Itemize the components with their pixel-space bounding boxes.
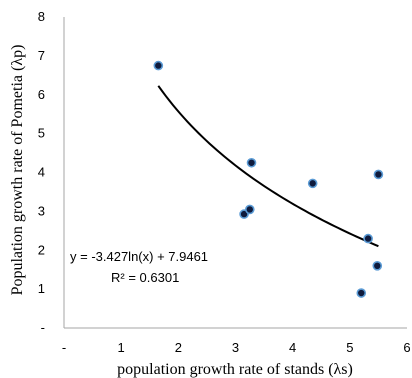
data-point bbox=[372, 260, 383, 271]
y-tick-label: 1 bbox=[38, 281, 45, 296]
x-tick-label: - bbox=[62, 340, 66, 355]
y-tick-label: 7 bbox=[38, 48, 45, 63]
x-tick-label: 2 bbox=[175, 340, 182, 355]
data-point bbox=[373, 169, 384, 180]
y-tick-label: 2 bbox=[38, 242, 45, 257]
data-point bbox=[246, 157, 257, 168]
r-squared-label: R² = 0.6301 bbox=[111, 270, 179, 285]
x-tick-label: 5 bbox=[346, 340, 353, 355]
y-tick-label: 6 bbox=[38, 87, 45, 102]
y-tick-label: 5 bbox=[38, 126, 45, 141]
data-point bbox=[307, 178, 318, 189]
x-tick-label: 3 bbox=[232, 340, 239, 355]
y-tick-label: 3 bbox=[38, 203, 45, 218]
tick-labels: - 1 2 3 4 5 6 7 8 - 1 2 3 4 5 6 bbox=[38, 9, 411, 355]
y-tick-label: 4 bbox=[38, 165, 45, 180]
x-tick-label: 4 bbox=[289, 340, 296, 355]
y-tick-label: - bbox=[41, 320, 45, 335]
trendline bbox=[157, 85, 379, 248]
data-point bbox=[356, 288, 367, 298]
plot-axes bbox=[63, 17, 407, 329]
y-axis-label: Population growth rate of Pometia (λp) bbox=[9, 45, 26, 296]
data-points bbox=[153, 60, 384, 298]
trendline-equation: y = -3.427ln(x) + 7.9461 bbox=[70, 249, 208, 264]
x-axis-label: population growth rate of stands (λs) bbox=[117, 361, 353, 378]
data-point bbox=[244, 204, 255, 215]
y-tick-label: 8 bbox=[38, 9, 45, 24]
data-point bbox=[153, 60, 164, 71]
data-point bbox=[363, 233, 373, 244]
x-tick-label: 6 bbox=[403, 340, 410, 355]
x-tick-label: 1 bbox=[118, 340, 125, 355]
